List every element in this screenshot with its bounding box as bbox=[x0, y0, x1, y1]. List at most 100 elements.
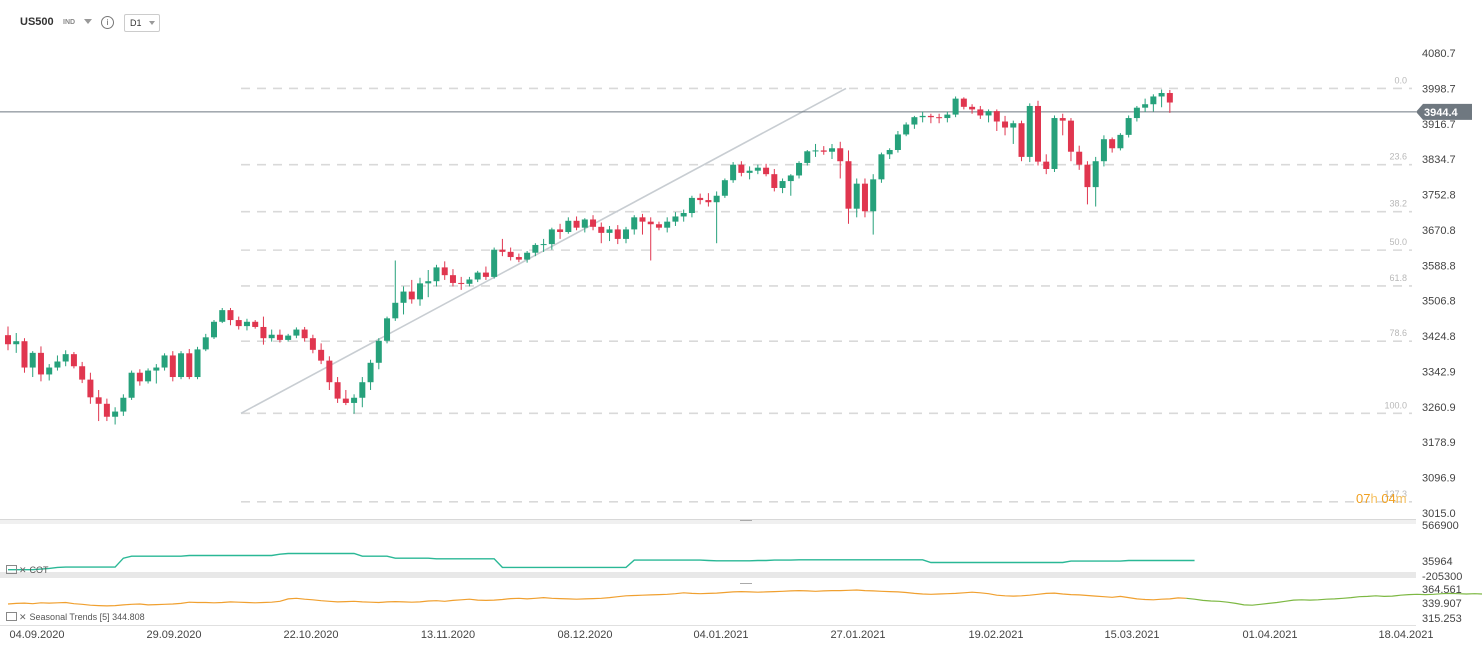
candle-body bbox=[334, 382, 341, 399]
close-icon[interactable]: ✕ bbox=[19, 565, 27, 575]
candle-body bbox=[46, 367, 53, 375]
candle-body bbox=[13, 341, 20, 345]
candle-body bbox=[886, 149, 893, 155]
candle-body bbox=[400, 291, 407, 303]
candle-body bbox=[252, 321, 259, 327]
candle-body bbox=[598, 226, 605, 233]
candle-body bbox=[754, 167, 761, 171]
candle-body bbox=[1076, 151, 1083, 165]
candle-body bbox=[1142, 104, 1149, 108]
time-tick-label: 18.04.2021 bbox=[1378, 629, 1433, 641]
countdown-hours-unit: h bbox=[1370, 491, 1378, 506]
price-tick-label: 3752.8 bbox=[1422, 190, 1456, 202]
candle-body bbox=[697, 197, 704, 201]
candle-body bbox=[219, 310, 226, 322]
candle-body bbox=[763, 167, 770, 175]
candle-body bbox=[820, 150, 827, 152]
candle-body bbox=[1117, 134, 1124, 149]
candle-body bbox=[367, 362, 374, 383]
candle-body bbox=[235, 320, 242, 327]
candle-body bbox=[499, 249, 506, 252]
candle-body bbox=[532, 244, 539, 253]
candle-body bbox=[29, 352, 36, 368]
candle-body bbox=[54, 361, 61, 368]
candle-body bbox=[392, 302, 399, 319]
time-tick-label: 29.09.2020 bbox=[146, 629, 201, 641]
cot-tick-label: -205300 bbox=[1422, 571, 1462, 583]
price-tick-label: 3670.8 bbox=[1422, 225, 1456, 237]
info-icon[interactable]: i bbox=[101, 16, 114, 29]
close-icon[interactable]: ✕ bbox=[19, 612, 27, 622]
candle-body bbox=[861, 183, 868, 212]
time-tick-label: 15.03.2021 bbox=[1104, 629, 1159, 641]
candle-body bbox=[639, 217, 646, 222]
indicator-settings-icon[interactable] bbox=[6, 565, 17, 574]
candle-body bbox=[903, 124, 910, 135]
candle-body bbox=[1166, 93, 1173, 103]
candle-body bbox=[796, 162, 803, 176]
cot-indicator-label[interactable]: ✕ COT bbox=[6, 565, 49, 576]
candle-body bbox=[62, 354, 69, 362]
candle-body bbox=[845, 161, 852, 209]
price-tick-label: 4080.7 bbox=[1422, 48, 1456, 60]
candle-body bbox=[79, 366, 86, 380]
candle-body bbox=[960, 98, 967, 107]
current-price-label: 3944.4 bbox=[1424, 107, 1459, 119]
candle-body bbox=[375, 340, 382, 363]
candle-body bbox=[623, 229, 629, 239]
candle-body bbox=[1084, 164, 1091, 188]
price-tick-label: 3178.9 bbox=[1422, 437, 1456, 449]
candle-body bbox=[359, 382, 366, 398]
candle-body bbox=[37, 352, 44, 375]
candle-body bbox=[730, 164, 737, 181]
candle-body bbox=[581, 219, 588, 228]
price-tick-label: 3342.9 bbox=[1422, 366, 1456, 378]
candle-countdown: 07h 04m bbox=[1356, 491, 1407, 506]
candle-body bbox=[145, 370, 152, 382]
countdown-minutes: 04 bbox=[1381, 491, 1396, 506]
candle-body bbox=[21, 341, 28, 368]
fib-level-label: 127.3 bbox=[1384, 489, 1407, 499]
candle-body bbox=[425, 281, 432, 284]
candle-body bbox=[919, 115, 926, 118]
price-tick-label: 3506.8 bbox=[1422, 296, 1456, 308]
candle-body bbox=[944, 114, 951, 119]
candle-body bbox=[301, 329, 308, 339]
seasonal-tick-label: 339.907 bbox=[1422, 598, 1462, 610]
candle-body bbox=[178, 353, 185, 378]
candle-body bbox=[829, 148, 835, 152]
chevron-down-icon[interactable] bbox=[84, 19, 92, 24]
candle-body bbox=[1067, 120, 1074, 152]
candle-body bbox=[969, 106, 976, 110]
candle-body bbox=[548, 229, 555, 245]
candle-body bbox=[285, 335, 292, 340]
candle-body bbox=[1125, 118, 1132, 135]
candle-body bbox=[977, 109, 984, 116]
chart-toolbar: US500 IND i D1 bbox=[0, 0, 300, 40]
candle-body bbox=[1018, 123, 1025, 157]
candle-body bbox=[993, 111, 1000, 122]
countdown-hours: 07 bbox=[1356, 491, 1371, 506]
price-tick-label: 3015.0 bbox=[1422, 508, 1456, 520]
price-tick-label: 3096.9 bbox=[1422, 473, 1456, 485]
seasonal-indicator-label[interactable]: ✕ Seasonal Trends [5] 344.808 bbox=[6, 612, 145, 623]
candle-body bbox=[894, 134, 901, 150]
price-tick-label: 3916.7 bbox=[1422, 119, 1456, 131]
candle-body bbox=[268, 334, 275, 339]
fib-level-label: 100.0 bbox=[1384, 400, 1407, 410]
seasonal-name: Seasonal Trends [5] 344.808 bbox=[29, 612, 145, 622]
candle-body bbox=[853, 183, 860, 209]
candle-body bbox=[103, 403, 110, 417]
candle-body bbox=[5, 335, 11, 345]
fib-level-label: 23.6 bbox=[1389, 152, 1407, 162]
candle-body bbox=[194, 349, 201, 378]
candle-body bbox=[1026, 105, 1033, 157]
candle-body bbox=[738, 164, 745, 173]
candle-body bbox=[713, 195, 720, 203]
indicator-settings-icon[interactable] bbox=[6, 612, 17, 621]
timeframe-value: D1 bbox=[130, 18, 142, 28]
candle-body bbox=[515, 257, 522, 260]
symbol-label[interactable]: US500 bbox=[20, 16, 54, 28]
timeframe-select[interactable]: D1 bbox=[124, 14, 160, 32]
